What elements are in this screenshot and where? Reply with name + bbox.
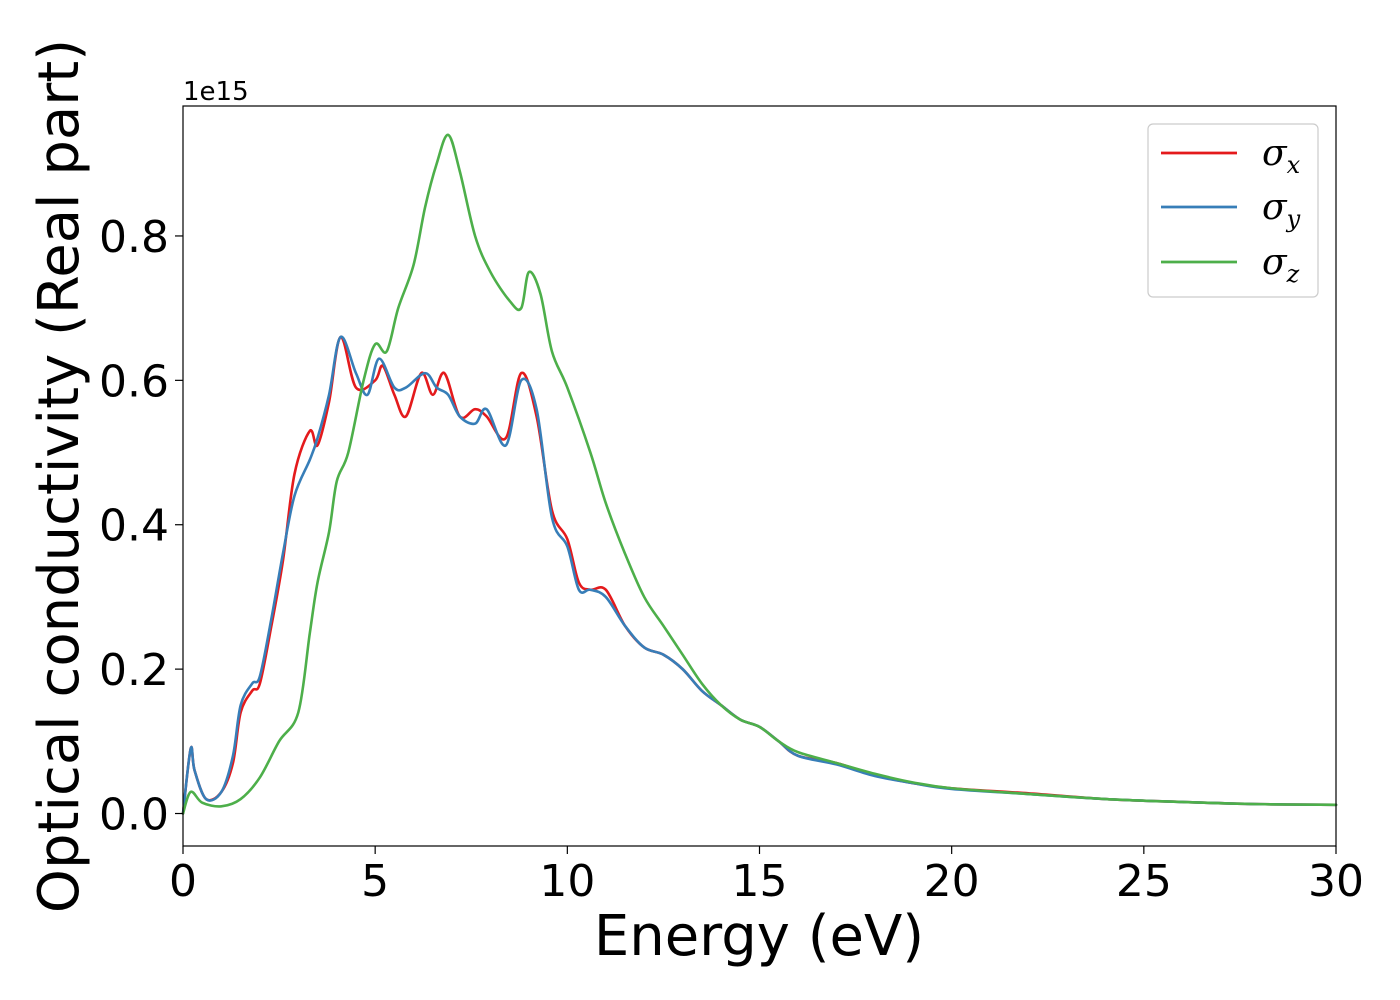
legend-label-y: σy [1262,187,1301,233]
legend-label-z: σz [1262,242,1300,288]
y-tick-label: 0.0 [99,790,169,841]
x-tick-label: 20 [924,856,980,907]
y-offset-label: 1e15 [183,77,249,107]
x-axis-ticks: 0 5 10 15 20 25 30 [169,846,1364,907]
plot-lines [181,133,1338,815]
x-tick-label: 25 [1116,856,1172,907]
x-tick-label: 0 [169,856,197,907]
y-tick-label: 0.6 [99,356,169,407]
y-axis-ticks: 0.0 0.2 0.4 0.6 0.8 [99,212,183,841]
legend: σx σy σz [1147,123,1319,298]
legend-frame [1147,123,1319,298]
y-tick-label: 0.4 [99,501,169,552]
x-tick-label: 5 [361,856,389,907]
legend-items: σx σy σz [1161,133,1301,288]
legend-label-x: σx [1262,133,1301,179]
x-axis-title: Energy (eV) [594,904,924,969]
x-tick-label: 10 [539,856,595,907]
y-tick-label: 0.2 [99,645,169,696]
x-tick-label: 30 [1308,856,1364,907]
series-line-x [181,335,1338,815]
y-axis-title: Optical conductivity (Real part) [27,39,92,913]
x-tick-label: 15 [732,856,788,907]
y-tick-label: 0.8 [99,212,169,263]
series-line-y [181,335,1338,815]
series-line-z [181,133,1338,815]
